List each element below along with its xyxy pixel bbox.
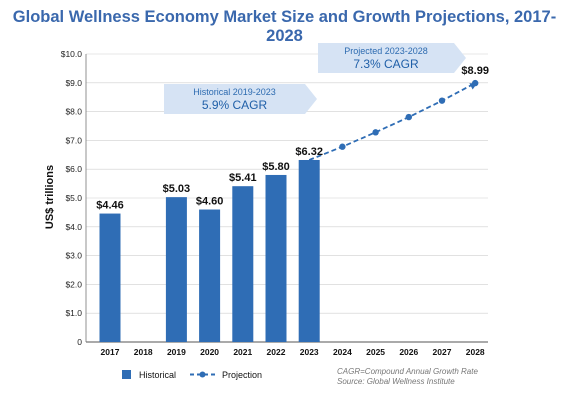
bar-historical (99, 213, 121, 342)
legend-label-projection: Projection (222, 370, 262, 380)
legend-label-historical: Historical (139, 370, 176, 380)
y-tick-label: $5.0 (65, 193, 82, 203)
y-tick-label: $6.0 (65, 164, 82, 174)
annotation-line2: 7.3% CAGR (353, 57, 419, 71)
y-tick-label: $2.0 (65, 279, 82, 289)
grid (86, 53, 488, 343)
bar-historical (165, 197, 187, 342)
projection-line-path (308, 82, 476, 161)
x-tick-label: 2025 (366, 347, 385, 357)
note-cagr: CAGR=Compound Annual Growth Rate (337, 367, 478, 376)
annotation-line1: Projected 2023-2028 (344, 46, 428, 56)
y-axis: 0 $1.0 $2.0 $3.0 $4.0 $5.0 $6.0 $7.0 $8.0 $9.0 $10… (61, 49, 87, 347)
y-tick-label: $1.0 (65, 308, 82, 318)
y-tick-label: $8.0 (65, 107, 82, 117)
x-tick-label: 2019 (167, 347, 186, 357)
x-tick-label: 2023 (300, 347, 319, 357)
y-tick-label: 0 (77, 337, 82, 347)
annotation-banner (164, 84, 317, 114)
bar-value-label: $4.60 (196, 196, 224, 208)
annotation-line2: 5.9% CAGR (202, 98, 268, 112)
bar-value-label: $5.41 (229, 172, 257, 184)
projection-point (339, 143, 346, 150)
legend-swatch-projection-dot (199, 371, 206, 378)
x-tick-label: 2028 (466, 347, 485, 357)
bar-value-label: $4.46 (96, 200, 124, 212)
y-tick-label: $9.0 (65, 78, 82, 88)
x-tick-label: 2021 (233, 347, 252, 357)
bar-value-label: $5.03 (163, 183, 191, 195)
bar-historical (298, 159, 320, 342)
bars (99, 159, 320, 342)
x-tick-label: 2017 (101, 347, 120, 357)
projection-line (308, 79, 479, 161)
projection-point (372, 129, 379, 136)
x-axis: 2017 2018 2019 2020 2021 2022 2023 2024 2025 2026… (101, 347, 485, 357)
bar-value-label: $5.80 (262, 161, 290, 173)
data-labels: $4.46 $5.03 $4.60 $5.41 $5.80 $6.32 $8.99 (96, 65, 489, 211)
annotation-line1: Historical 2019-2023 (193, 87, 276, 97)
y-tick-label: $10.0 (61, 49, 83, 59)
x-tick-label: 2026 (399, 347, 418, 357)
bar-historical (265, 174, 287, 342)
bar-value-label: $6.32 (295, 146, 323, 158)
x-tick-label: 2027 (433, 347, 452, 357)
legend: Historical Projection (122, 370, 262, 380)
projection-point (405, 113, 412, 121)
y-tick-label: $7.0 (65, 135, 82, 145)
bar-historical (232, 186, 254, 342)
bar-historical (199, 209, 221, 342)
annotation-banner (318, 43, 466, 73)
note-source: Source: Global Wellness Institute (337, 377, 455, 386)
projection-point (438, 97, 446, 104)
x-tick-label: 2022 (267, 347, 286, 357)
x-tick-label: 2020 (200, 347, 219, 357)
x-tick-label: 2024 (333, 347, 352, 357)
y-tick-label: $3.0 (65, 251, 82, 261)
y-tick-label: $4.0 (65, 222, 82, 232)
x-tick-label: 2018 (134, 347, 153, 357)
legend-swatch-historical (122, 370, 131, 379)
projection-value-label: $8.99 (461, 65, 489, 77)
chart-title: Global Wellness Economy Market Size and … (12, 8, 557, 45)
projection-arrowhead (469, 83, 478, 90)
y-axis-label: US$ trillions (44, 165, 56, 229)
